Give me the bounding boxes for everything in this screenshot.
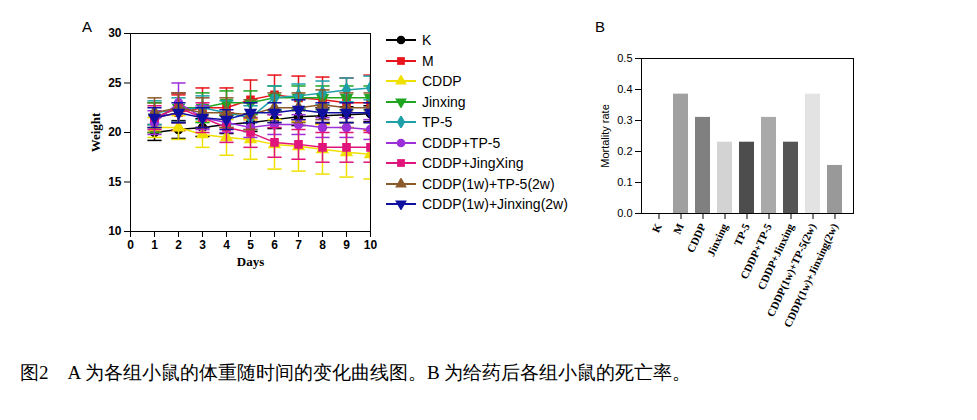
- svg-text:15: 15: [108, 175, 122, 189]
- svg-text:7: 7: [295, 238, 302, 252]
- svg-text:CDDP(1w)+Jinxing(2w): CDDP(1w)+Jinxing(2w): [781, 221, 841, 329]
- svg-text:CDDP(1w)+TP-5(2w): CDDP(1w)+TP-5(2w): [764, 221, 818, 319]
- svg-text:10: 10: [108, 224, 122, 238]
- html-text:TP-5: TP-5: [422, 114, 453, 131]
- svg-text:0.5: 0.5: [617, 52, 632, 64]
- html-text:B: B: [594, 18, 605, 35]
- svg-text:0.4: 0.4: [617, 83, 632, 95]
- svg-text:0: 0: [127, 238, 134, 252]
- html-text:CDDP: CDDP: [422, 73, 462, 90]
- svg-text:0.2: 0.2: [617, 145, 632, 157]
- svg-text:5: 5: [247, 238, 254, 252]
- svg-text:0.0: 0.0: [617, 207, 632, 219]
- svg-text:3: 3: [199, 238, 206, 252]
- html-text:CDDP+TP-5: CDDP+TP-5: [422, 134, 501, 151]
- svg-text:Weight: Weight: [88, 112, 103, 152]
- svg-text:8: 8: [319, 238, 326, 252]
- svg-text:0.3: 0.3: [617, 114, 632, 126]
- svg-text:K: K: [649, 221, 664, 234]
- svg-text:30: 30: [108, 26, 122, 40]
- html-text:CDDP(1w)+Jinxing(2w): CDDP(1w)+Jinxing(2w): [422, 196, 568, 213]
- svg-text:9: 9: [343, 238, 350, 252]
- svg-text:CDDP: CDDP: [684, 221, 708, 254]
- svg-text:25: 25: [108, 76, 122, 90]
- svg-text:20: 20: [108, 125, 122, 139]
- html-text:M: M: [422, 52, 434, 69]
- html-text:K: K: [422, 32, 432, 49]
- svg-text:1: 1: [151, 238, 158, 252]
- html-text:CDDP+JingXing: CDDP+JingXing: [422, 155, 524, 172]
- svg-text:4: 4: [223, 238, 230, 252]
- svg-text:M: M: [671, 221, 687, 236]
- svg-text:Days: Days: [237, 254, 264, 269]
- html-text:CDDP(1w)+TP-5(2w): CDDP(1w)+TP-5(2w): [422, 175, 555, 192]
- svg-text:Mortality rate: Mortality rate: [599, 104, 611, 168]
- svg-text:0.1: 0.1: [617, 176, 632, 188]
- svg-text:CDDP+Jinxing: CDDP+Jinxing: [754, 221, 796, 292]
- svg-text:TP-5: TP-5: [731, 221, 752, 248]
- html-text:Jinxing: Jinxing: [422, 93, 466, 110]
- svg-text:2: 2: [175, 238, 182, 252]
- svg-text:CDDP+TP-5: CDDP+TP-5: [737, 221, 774, 281]
- svg-text:6: 6: [271, 238, 278, 252]
- html-text:A: A: [82, 18, 92, 35]
- svg-text:Jinxing: Jinxing: [704, 221, 730, 258]
- html-text:图2 A 为各组小鼠的体重随时间的变化曲线图。B 为给药后各: 图2 A 为各组小鼠的体重随时间的变化曲线图。B 为给药后各组小鼠的死亡率。: [20, 362, 692, 383]
- svg-text:10: 10: [364, 238, 378, 252]
